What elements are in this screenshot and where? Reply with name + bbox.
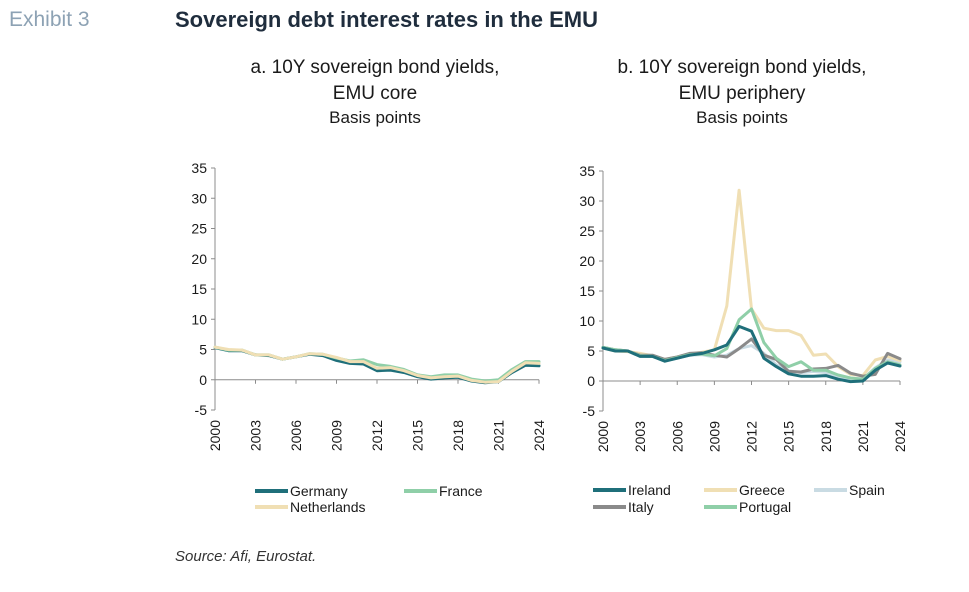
chart-b-x-tick-label: 2015 — [781, 421, 797, 452]
chart-a-y-tick-label: 35 — [191, 160, 207, 176]
chart-a-x-tick-label: 2024 — [531, 420, 547, 451]
chart-a-x-tick-label: 2009 — [329, 420, 345, 451]
chart-b-y-tick-label: 5 — [587, 343, 595, 359]
chart-a-y-tick-label: 20 — [191, 251, 207, 267]
chart-b-y-tick-label: 30 — [579, 193, 595, 209]
chart-a-y-tick-label: -5 — [195, 402, 208, 418]
chart-b-x-tick-label: 2003 — [632, 421, 648, 452]
chart-a-x-tick-label: 2003 — [248, 420, 264, 451]
chart-a-y-tick-label: 30 — [191, 190, 207, 206]
chart-b-legend-label-ireland: Ireland — [628, 482, 671, 498]
chart-a-x-tick-label: 2012 — [369, 420, 385, 451]
chart-b-y-tick-label: 15 — [579, 283, 595, 299]
chart-a-series-netherlands — [213, 345, 541, 384]
chart-b-y-tick-label: 20 — [579, 253, 595, 269]
chart-a-legend-label-netherlands: Netherlands — [290, 499, 366, 515]
chart-b-title: b. 10Y sovereign bond yields, EMU periph… — [552, 55, 932, 107]
chart-b-x-tick-label: 2021 — [855, 421, 871, 452]
chart-b-y-tick-label: 25 — [579, 223, 595, 239]
chart-a-y-tick-label: 5 — [199, 342, 207, 358]
chart-a-x-tick-label: 2000 — [207, 420, 223, 451]
chart-b-x-tick-label: 2018 — [818, 421, 834, 452]
chart-b-subtitle: Basis points — [696, 108, 788, 127]
chart-a-series-france — [213, 345, 541, 383]
chart-b-title-line-1: b. 10Y sovereign bond yields, — [617, 57, 867, 78]
chart-b-legend-label-portugal: Portugal — [739, 499, 791, 515]
chart-b-y-tick-label: 35 — [579, 163, 595, 179]
chart-a-x-tick-label: 2018 — [450, 420, 466, 451]
chart-b-x-tick-label: 2024 — [892, 421, 908, 452]
chart-a-title-line-1: a. 10Y sovereign bond yields, — [250, 57, 500, 78]
chart-a-y-tick-label: 25 — [191, 221, 207, 237]
chart-b-x-tick-label: 2006 — [669, 421, 685, 452]
page-title: Sovereign debt interest rates in the EMU — [175, 7, 598, 32]
chart-b-x-tick-label: 2012 — [744, 421, 760, 452]
chart-a-legend-label-france: France — [439, 483, 483, 499]
chart-a-y-tick-label: 15 — [191, 281, 207, 297]
chart-a-legend-label-germany: Germany — [290, 483, 348, 499]
chart-b-series-greece — [601, 188, 902, 378]
exhibit-label: Exhibit 3 — [9, 8, 90, 31]
chart-b-series-ireland — [601, 324, 902, 384]
chart-a-title-line-2: EMU core — [332, 83, 418, 104]
chart-a-x-tick-label: 2006 — [288, 420, 304, 451]
chart-a-title: a. 10Y sovereign bond yields, EMU core — [185, 55, 565, 107]
source-note: Source: Afi, Eurostat. — [175, 548, 317, 565]
chart-b-y-tick-label: 10 — [579, 313, 595, 329]
chart-a-x-tick-label: 2021 — [491, 420, 507, 451]
chart-b-legend-label-italy: Italy — [628, 499, 654, 515]
chart-b-legend-label-spain: Spain — [849, 482, 885, 498]
chart-b-x-tick-label: 2009 — [706, 421, 722, 452]
chart-b-y-tick-label: -5 — [583, 403, 596, 419]
chart-b-legend-label-greece: Greece — [739, 482, 785, 498]
chart-a-subtitle: Basis points — [329, 108, 421, 127]
chart-a-y-tick-label: 0 — [199, 372, 207, 388]
chart-b-title-line-2: EMU periphery — [678, 83, 806, 104]
chart-b-x-tick-label: 2000 — [595, 421, 611, 452]
chart-a-x-tick-label: 2015 — [410, 420, 426, 451]
chart-b-y-tick-label: 0 — [587, 373, 595, 389]
chart-a-y-tick-label: 10 — [191, 311, 207, 327]
